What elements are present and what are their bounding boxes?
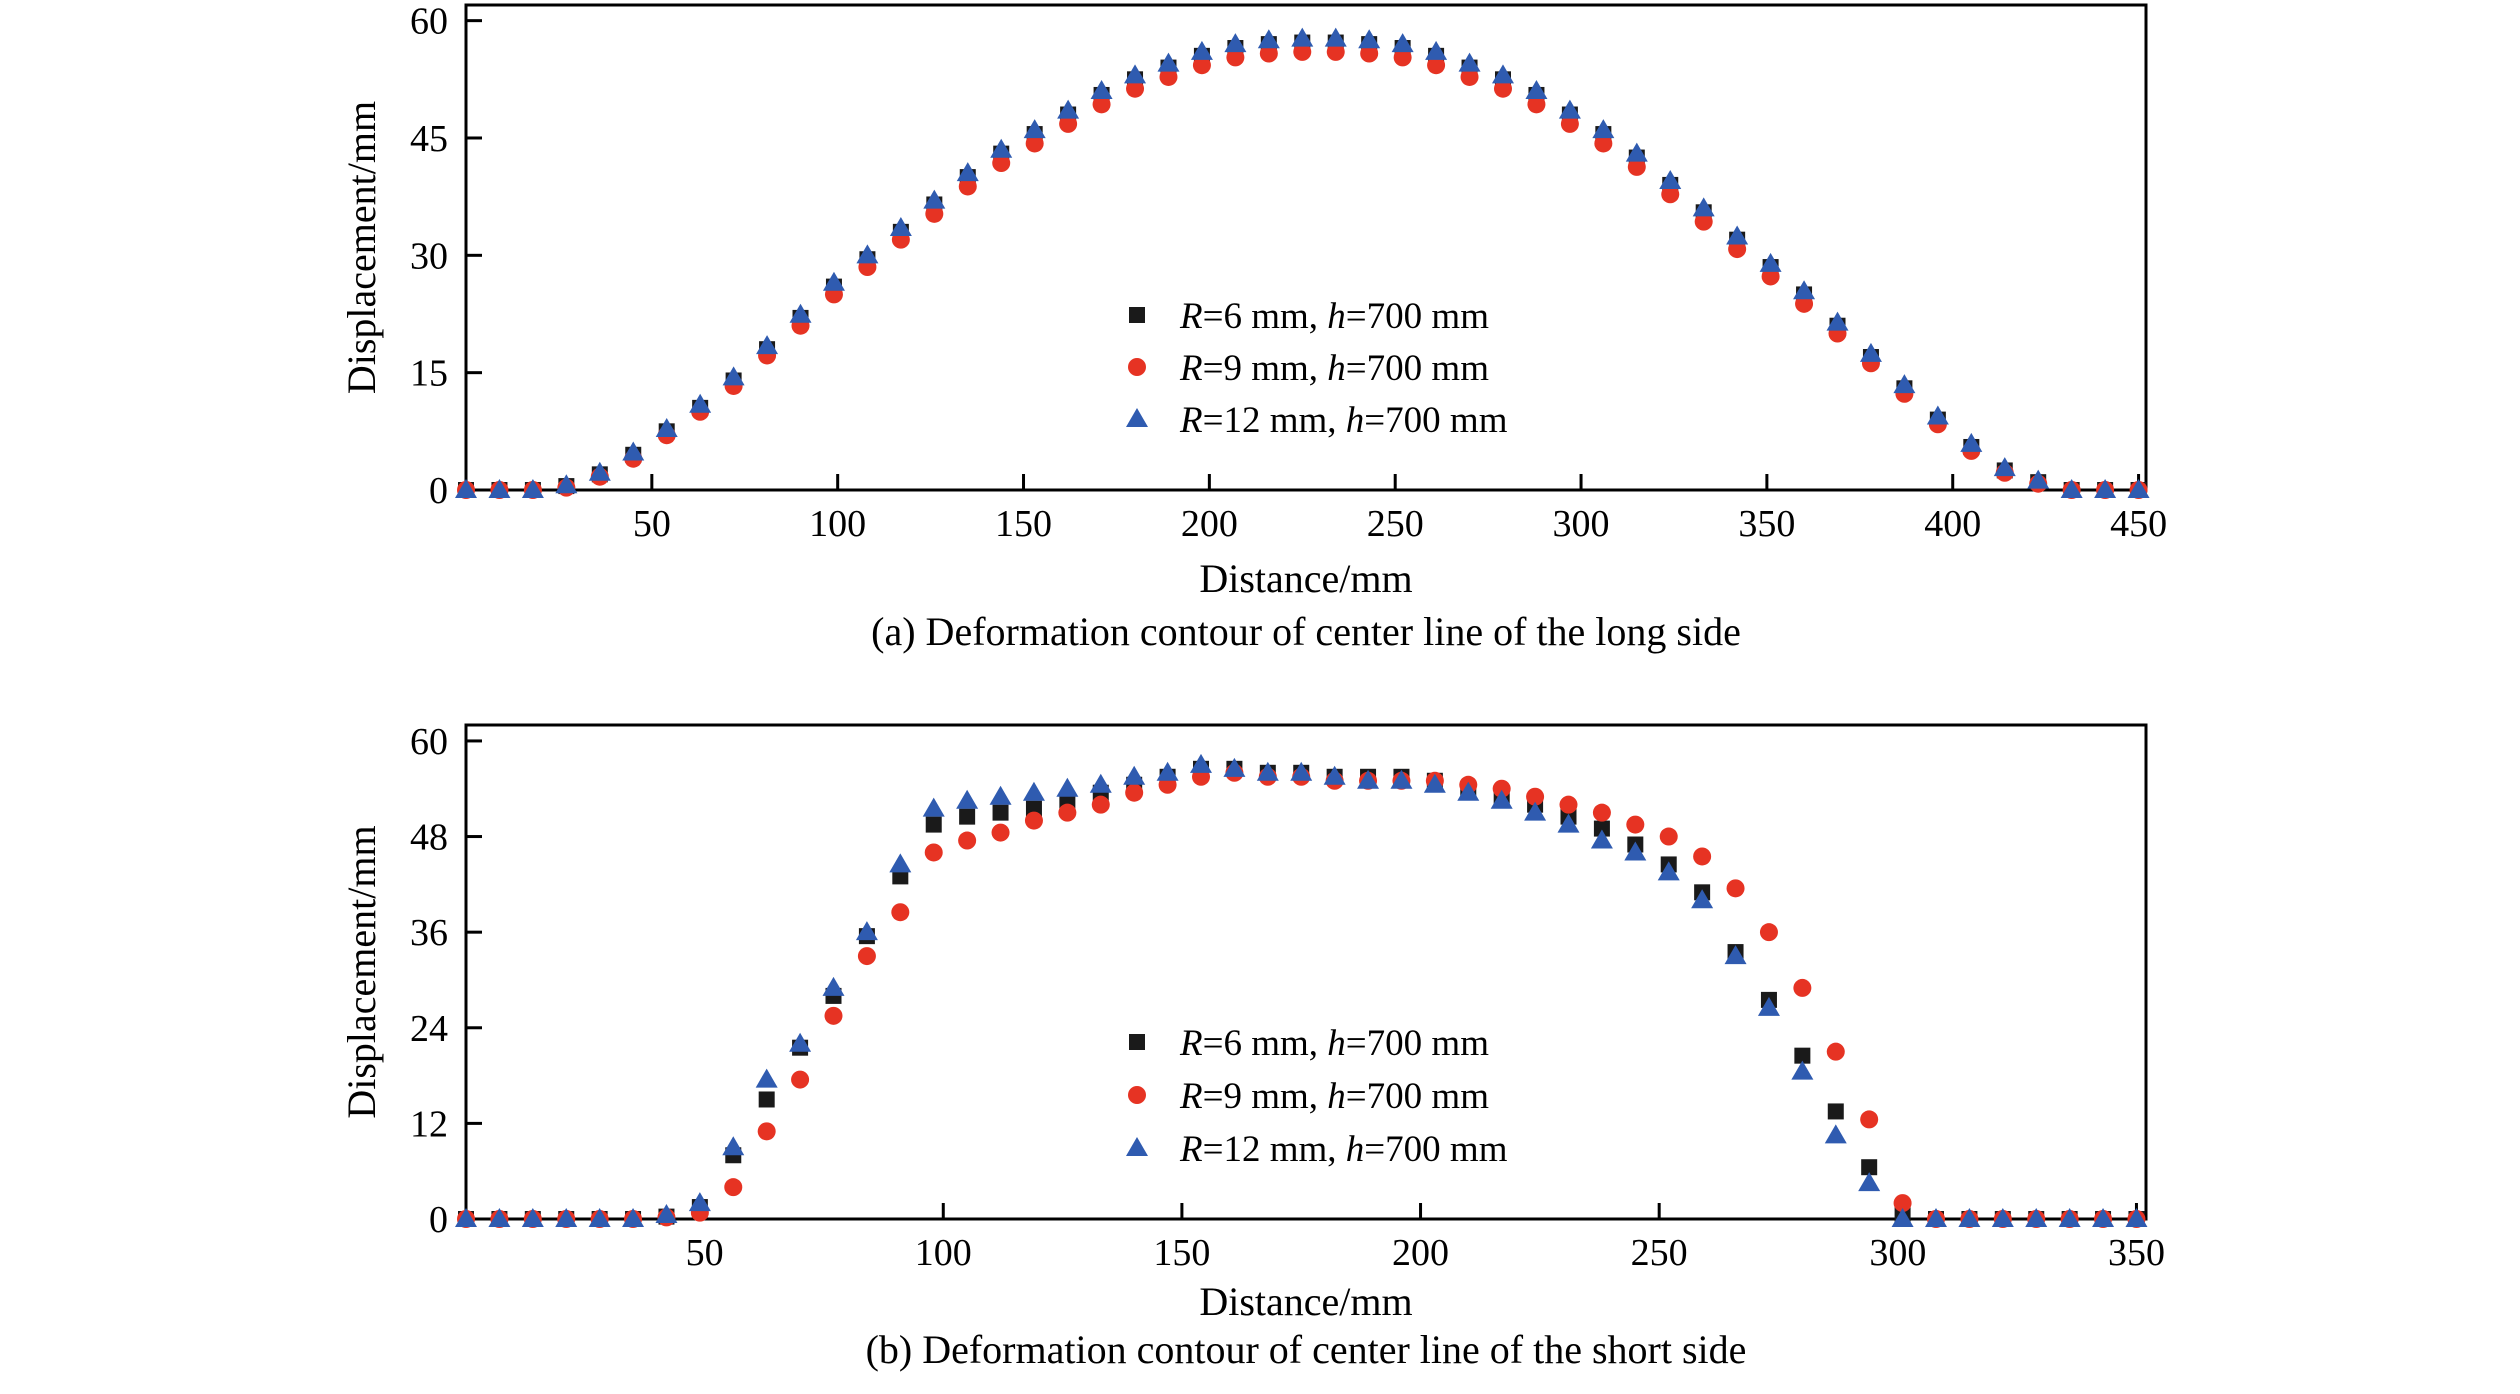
y-tick-label: 36 (410, 912, 448, 954)
y-tick-label: 30 (410, 235, 448, 277)
y-axis-title: Displacement/mm (339, 825, 384, 1118)
x-tick-label: 350 (1738, 503, 1795, 545)
plot-frame (464, 3, 2148, 492)
x-axis-title: Distance/mm (1199, 556, 1412, 601)
y-tick-label: 12 (410, 1103, 448, 1145)
x-tick-label: 200 (1392, 1232, 1449, 1274)
y-tick-label: 60 (410, 1, 448, 43)
y-tick-label: 60 (410, 721, 448, 763)
chart-a-canvas: 50 100 150 200 250 300 350 400 450 0 15 30 45 60 Displ… (339, 1, 2167, 601)
x-tick-label: 250 (1631, 1232, 1688, 1274)
x-tick-label: 250 (1367, 503, 1424, 545)
legend-label: R=6 mm, h=700 mm (1179, 296, 1489, 337)
x-tick-label: 300 (1869, 1232, 1926, 1274)
x-tick-label: 150 (995, 503, 1052, 545)
chart-a-block: 50 100 150 200 250 300 350 400 450 0 15 30 45 60 Displ… (0, 0, 2520, 668)
legend-label: R=12 mm, h=700 mm (1179, 400, 1508, 441)
chart-b-canvas: 50 100 150 200 250 300 350 0 12 24 36 48 60 Displacem… (339, 721, 2165, 1324)
y-axis-title: Displacement/mm (339, 101, 384, 394)
y-axis: 0 15 30 45 60 (410, 1, 482, 512)
x-axis-title: Distance/mm (1199, 1279, 1412, 1324)
x-tick-label: 450 (2110, 503, 2167, 545)
series-r12-markers (455, 27, 2150, 498)
legend-label: R=9 mm, h=700 mm (1179, 1076, 1489, 1117)
y-axis: 0 12 24 36 48 60 (410, 721, 482, 1241)
plot-frame (464, 723, 2148, 1221)
legend: R=6 mm, h=700 mm R=9 mm, h=700 mm R=12 mm,… (1126, 296, 1508, 441)
legend-label: R=12 mm, h=700 mm (1179, 1129, 1508, 1170)
legend: R=6 mm, h=700 mm R=9 mm, h=700 mm R=12 mm,… (1126, 1023, 1508, 1170)
x-axis: 50 100 150 200 250 300 350 400 450 (633, 474, 2167, 545)
y-tick-label: 48 (410, 817, 448, 859)
chart-b-block: 50 100 150 200 250 300 350 0 12 24 36 48 60 Displacem… (0, 668, 2520, 1394)
y-tick-label: 15 (410, 353, 448, 395)
y-tick-label: 24 (410, 1008, 448, 1050)
series-r12-markers (455, 753, 2148, 1227)
y-tick-label: 0 (429, 470, 448, 512)
x-tick-label: 150 (1153, 1232, 1210, 1274)
legend-label: R=6 mm, h=700 mm (1179, 1023, 1489, 1064)
chart-a-caption: (a) Deformation contour of center line o… (871, 609, 1741, 654)
x-tick-label: 400 (1924, 503, 1981, 545)
x-axis: 50 100 150 200 250 300 350 (686, 1203, 2165, 1274)
x-tick-label: 50 (633, 503, 671, 545)
x-tick-label: 100 (915, 1232, 972, 1274)
x-tick-label: 100 (809, 503, 866, 545)
y-tick-label: 45 (410, 118, 448, 160)
chart-b-caption: (b) Deformation contour of center line o… (865, 1327, 1747, 1372)
x-tick-label: 200 (1181, 503, 1238, 545)
x-tick-label: 50 (686, 1232, 724, 1274)
x-tick-label: 350 (2108, 1232, 2165, 1274)
y-tick-label: 0 (429, 1199, 448, 1241)
legend-label: R=9 mm, h=700 mm (1179, 348, 1489, 389)
x-tick-label: 300 (1553, 503, 1610, 545)
